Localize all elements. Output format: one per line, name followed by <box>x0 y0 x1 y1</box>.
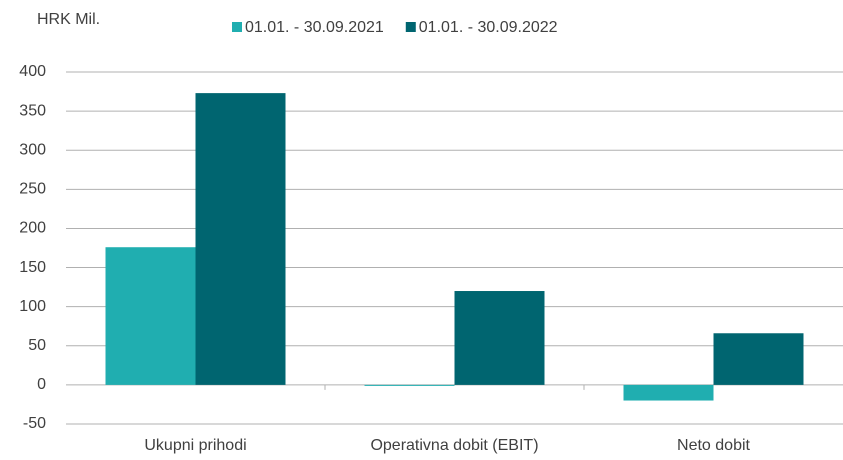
y-tick-label: 100 <box>19 298 46 315</box>
bar <box>105 247 196 385</box>
y-tick-label: 200 <box>19 220 46 237</box>
legend-swatch <box>405 22 416 32</box>
x-tick-label: Operativna dobit (EBIT) <box>370 437 538 454</box>
bar <box>623 384 714 401</box>
y-tick-label: 300 <box>19 141 46 158</box>
x-tick-label: Neto dobit <box>677 437 750 454</box>
legend-label: 01.01. - 30.09.2022 <box>419 19 558 36</box>
y-axis-label: HRK Mil. <box>37 11 100 28</box>
y-tick-label: 0 <box>37 376 46 393</box>
bar <box>454 291 545 385</box>
legend-label: 01.01. - 30.09.2021 <box>245 19 384 36</box>
y-tick-label: 250 <box>19 181 46 198</box>
y-tick-label: 350 <box>19 102 46 119</box>
legend-swatch <box>232 22 242 32</box>
y-tick-label: 50 <box>28 337 46 354</box>
bar <box>713 333 804 385</box>
y-tick-label: -50 <box>23 415 46 432</box>
y-tick-label: 150 <box>19 259 46 276</box>
bar <box>364 384 455 386</box>
y-tick-label: 400 <box>19 63 46 80</box>
bar <box>195 93 286 385</box>
x-tick-label: Ukupni prihodi <box>144 437 246 454</box>
